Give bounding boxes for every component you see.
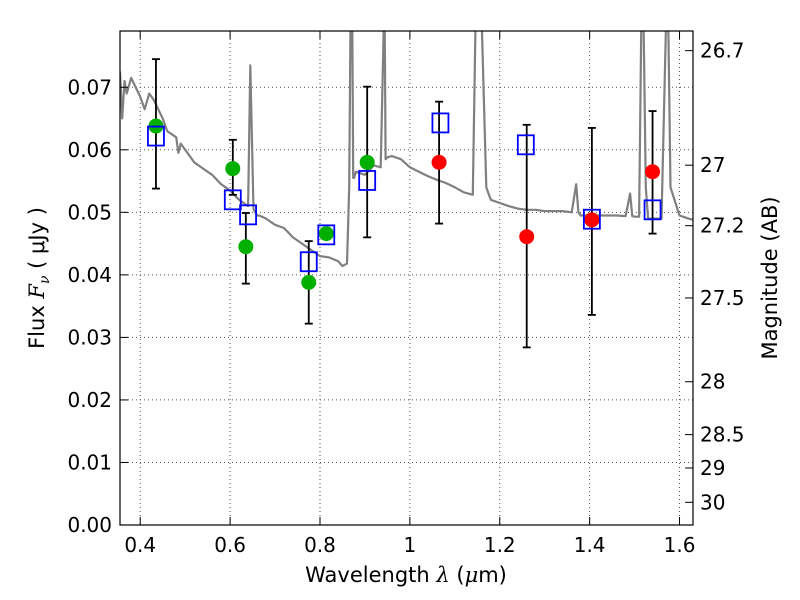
x-tick-label: 0.8 [304, 533, 336, 557]
y-tick-label: 0.03 [67, 325, 112, 349]
model-spectrum-line [120, 31, 693, 268]
observed-flux-point [225, 161, 241, 177]
model-photometry-box [147, 125, 165, 147]
plot-frame [119, 30, 694, 526]
x-tick-label: 0.6 [214, 533, 246, 557]
y2-tick-label: 28.5 [700, 423, 745, 447]
y2-tick-label: 29 [700, 456, 725, 480]
model-photometry-box [516, 134, 535, 156]
y-axis-title: Flux Fν ( μJy ) [25, 207, 53, 349]
model-photometry-box [299, 251, 318, 273]
model-photometry-box [223, 189, 242, 211]
y-tick-label: 0.05 [67, 200, 112, 224]
observed-flux-point [359, 154, 375, 170]
observed-flux-point [301, 274, 317, 290]
y2-tick-label: 27 [700, 153, 725, 177]
y-tick-label: 0.06 [67, 138, 112, 162]
grid-lines [120, 31, 693, 525]
model-photometry-box [239, 204, 257, 226]
y2-tick-label: 27.2 [700, 214, 745, 238]
y-tick-label: 0.01 [67, 450, 112, 474]
plot-area [120, 31, 693, 349]
x-tick-label: 1.2 [484, 533, 516, 557]
observed-flux-point [519, 229, 535, 245]
y2-tick-label: 26.7 [700, 39, 745, 63]
observed-flux-point [431, 154, 447, 170]
y-tick-label: 0.04 [67, 263, 112, 287]
y-tick-label: 0.07 [67, 75, 112, 99]
model-photometry-box [582, 208, 601, 230]
x-tick-label: 0.4 [124, 533, 156, 557]
y-tick-label: 0.00 [67, 513, 112, 537]
model-photometry-box [643, 199, 662, 221]
y-tick-label: 0.02 [67, 388, 112, 412]
y2-tick-label: 30 [700, 490, 725, 514]
model-photometry-box [358, 170, 377, 191]
x-tick-label: 1.4 [574, 533, 606, 557]
observed-flux-point [584, 212, 600, 228]
observed-flux-point [318, 226, 334, 242]
x-tick-label: 1.6 [664, 533, 696, 557]
model-photometry-box [431, 112, 450, 134]
y2-tick-label: 28 [700, 370, 725, 394]
y2-axis-title: Magnitude (AB) [758, 196, 782, 359]
x-tick-label: 1 [404, 533, 417, 557]
x-axis-title: Wavelength λ (μm) [305, 563, 507, 587]
observed-flux-point [645, 164, 661, 180]
axis-ticks [120, 31, 693, 526]
y2-tick-label: 27.5 [700, 286, 745, 310]
model-photometry-box [317, 224, 336, 246]
observed-flux-point [238, 239, 254, 255]
